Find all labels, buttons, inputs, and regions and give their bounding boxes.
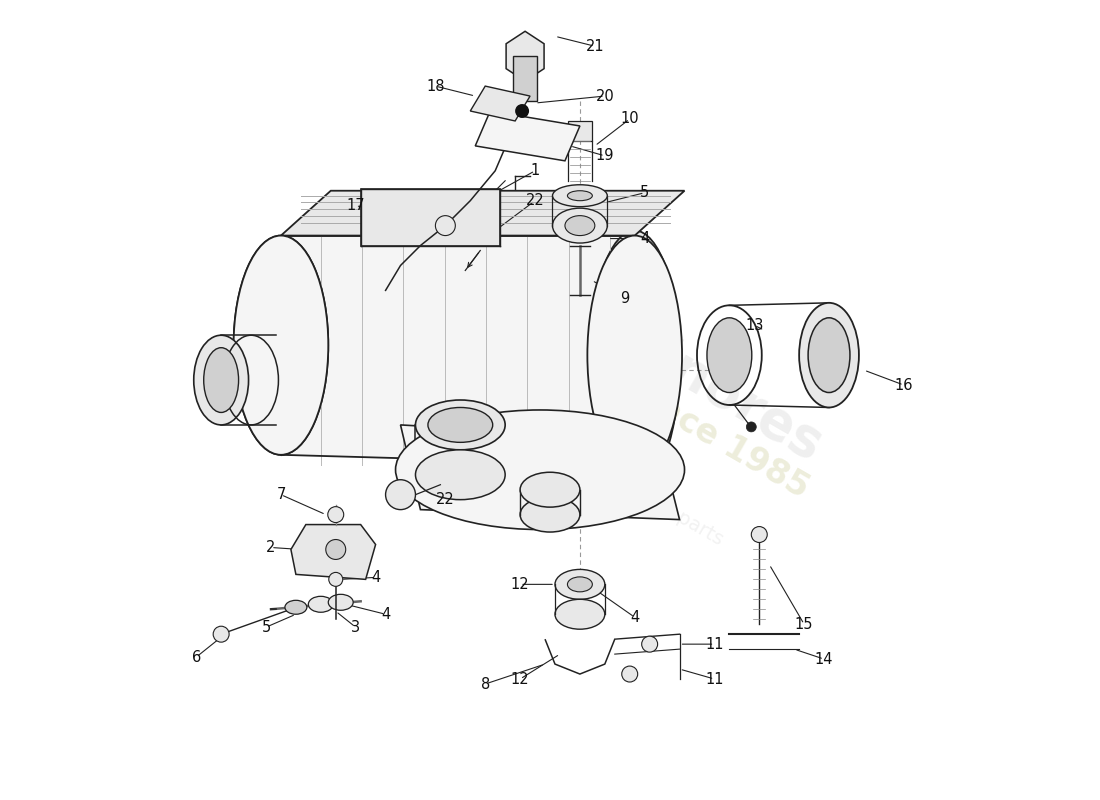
Ellipse shape: [556, 570, 605, 599]
Text: 11: 11: [705, 637, 724, 652]
Ellipse shape: [707, 318, 751, 393]
Circle shape: [746, 422, 757, 432]
Circle shape: [436, 216, 455, 235]
Text: 9: 9: [620, 291, 629, 306]
Polygon shape: [475, 111, 580, 161]
Text: 17: 17: [346, 198, 365, 213]
Polygon shape: [280, 235, 635, 465]
Text: 2: 2: [266, 540, 276, 555]
Text: 15: 15: [795, 617, 813, 632]
Circle shape: [329, 572, 343, 586]
Text: 4: 4: [371, 570, 381, 585]
Ellipse shape: [194, 335, 249, 425]
Text: 20: 20: [595, 89, 614, 103]
Text: 4: 4: [640, 231, 649, 246]
Text: 19: 19: [595, 148, 614, 163]
Text: 10: 10: [620, 111, 639, 126]
Ellipse shape: [565, 216, 595, 235]
Text: 5: 5: [262, 620, 271, 634]
Bar: [513, 56, 537, 101]
Text: 12: 12: [510, 577, 529, 592]
Ellipse shape: [233, 235, 328, 455]
Text: 16: 16: [894, 378, 913, 393]
Ellipse shape: [285, 600, 307, 614]
Text: 7: 7: [276, 487, 286, 502]
Ellipse shape: [308, 596, 333, 612]
Ellipse shape: [428, 407, 493, 442]
Bar: [568, 121, 592, 141]
Polygon shape: [280, 190, 684, 235]
Text: 4: 4: [630, 610, 639, 625]
Ellipse shape: [416, 400, 505, 450]
Circle shape: [386, 480, 416, 510]
Circle shape: [621, 666, 638, 682]
Ellipse shape: [520, 497, 580, 532]
Ellipse shape: [799, 303, 859, 407]
Text: 14: 14: [815, 651, 834, 666]
Text: 4: 4: [381, 606, 390, 622]
Polygon shape: [361, 189, 500, 246]
Polygon shape: [506, 31, 544, 81]
Text: 3: 3: [351, 620, 360, 634]
Ellipse shape: [568, 190, 593, 201]
Ellipse shape: [416, 450, 505, 500]
Ellipse shape: [568, 577, 593, 592]
Text: 1: 1: [530, 163, 540, 178]
Text: 6: 6: [191, 650, 201, 665]
Text: 5: 5: [640, 186, 649, 200]
Ellipse shape: [328, 594, 353, 610]
Polygon shape: [290, 525, 375, 579]
Ellipse shape: [590, 230, 680, 490]
Text: 11: 11: [705, 671, 724, 686]
Text: 13: 13: [745, 318, 763, 333]
Text: 22: 22: [436, 492, 454, 507]
Circle shape: [515, 104, 529, 118]
Ellipse shape: [233, 235, 328, 455]
Ellipse shape: [552, 185, 607, 206]
Circle shape: [328, 506, 343, 522]
Polygon shape: [400, 425, 680, 519]
Ellipse shape: [587, 235, 682, 474]
Text: since 1985: since 1985: [624, 375, 815, 505]
Text: 8: 8: [481, 677, 490, 691]
Ellipse shape: [808, 318, 850, 393]
Circle shape: [213, 626, 229, 642]
Text: 21: 21: [585, 38, 604, 54]
Text: 18: 18: [426, 78, 444, 94]
Text: automobile parts: automobile parts: [573, 450, 726, 550]
Ellipse shape: [556, 599, 605, 630]
Text: 12: 12: [510, 671, 529, 686]
Ellipse shape: [204, 348, 239, 413]
Ellipse shape: [396, 410, 684, 530]
Polygon shape: [471, 86, 530, 121]
Circle shape: [641, 636, 658, 652]
Ellipse shape: [552, 208, 607, 243]
Text: 22: 22: [526, 193, 544, 208]
Text: eulinores: eulinores: [566, 289, 832, 471]
Circle shape: [326, 539, 345, 559]
Ellipse shape: [520, 472, 580, 507]
Circle shape: [751, 526, 767, 542]
